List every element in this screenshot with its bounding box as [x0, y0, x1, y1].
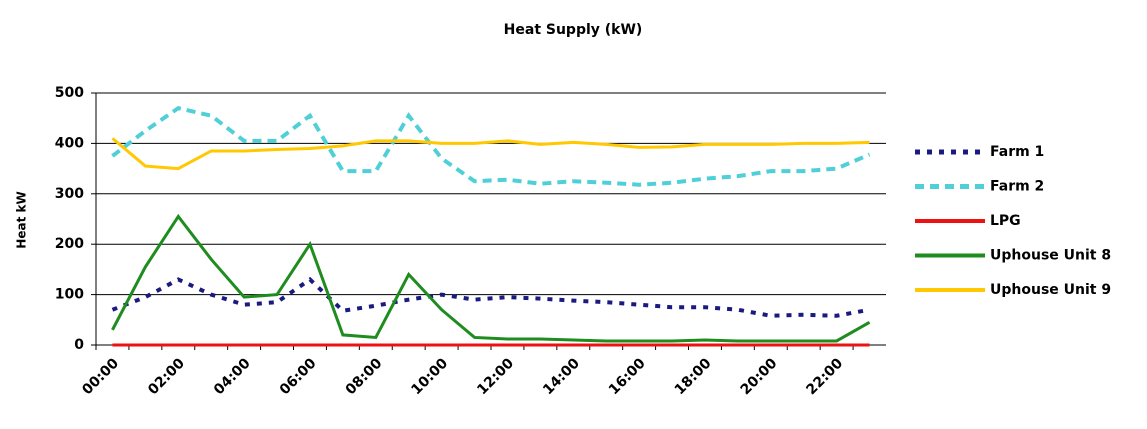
x-tick-label: 04:00 — [211, 355, 254, 398]
y-tick-label: 0 — [74, 337, 84, 353]
x-tick-label: 16:00 — [606, 355, 649, 398]
y-tick-label: 300 — [55, 186, 84, 202]
series-line — [111, 137, 870, 171]
x-tick-label: 12:00 — [474, 355, 517, 398]
y-tick-label: 400 — [55, 135, 84, 151]
legend-label: LPG — [990, 213, 1021, 229]
y-tick-label: 200 — [55, 236, 84, 252]
series-line — [111, 276, 870, 318]
x-tick-label: 18:00 — [672, 355, 715, 398]
x-tick-label: 06:00 — [277, 355, 320, 398]
series-line — [111, 213, 871, 343]
x-tick-label: 02:00 — [145, 355, 188, 398]
x-tick-label: 20:00 — [738, 355, 781, 398]
y-tick-label: 100 — [55, 287, 84, 303]
y-axis-label: Heat kW — [15, 191, 29, 248]
y-tick-label: 500 — [55, 85, 84, 101]
x-tick-label: 14:00 — [540, 355, 583, 398]
x-tick-label: 22:00 — [803, 355, 846, 398]
series-line — [111, 105, 871, 187]
chart-title: Heat Supply (kW) — [504, 22, 643, 38]
x-tick-label: 00:00 — [79, 355, 122, 398]
legend-label: Uphouse Unit 9 — [990, 282, 1111, 298]
legend-label: Farm 1 — [990, 144, 1044, 160]
legend-label: Uphouse Unit 8 — [990, 248, 1111, 264]
legend-label: Farm 2 — [990, 179, 1044, 195]
x-tick-label: 10:00 — [408, 355, 451, 398]
x-tick-label: 08:00 — [343, 355, 386, 398]
